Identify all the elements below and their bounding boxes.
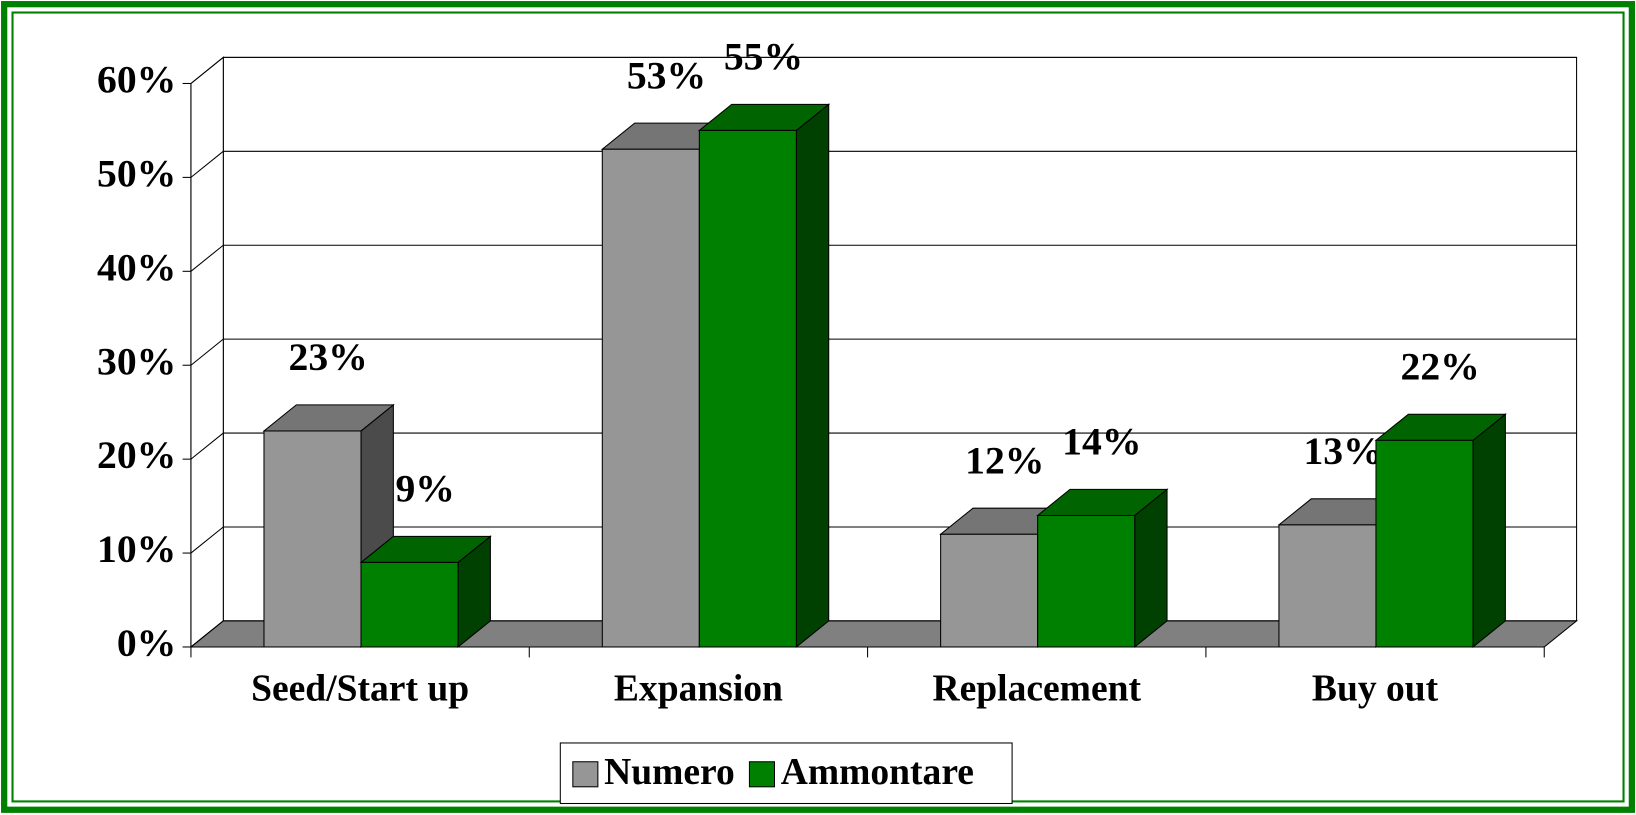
bar-front [1375, 439, 1474, 648]
bar-front [1037, 514, 1136, 648]
value-label: 12% [965, 438, 1044, 482]
bar-front [940, 533, 1039, 648]
bar [359, 535, 492, 649]
bar-side [1472, 413, 1506, 649]
legend-label: Ammontare [781, 752, 974, 793]
x-tick-label: Replacement [932, 668, 1141, 709]
bar-front [698, 129, 797, 648]
y-tick-label: 50% [97, 151, 176, 195]
bar [262, 403, 395, 649]
bar-side [795, 103, 830, 649]
value-label: 53% [627, 53, 706, 97]
bar [1036, 488, 1169, 649]
bar-front [1278, 524, 1377, 648]
x-tick-label: Expansion [614, 668, 783, 709]
x-tick-label: Buy out [1312, 668, 1439, 709]
grid-line [190, 244, 1577, 272]
y-tick-label: 0% [117, 621, 176, 665]
grid-line [190, 338, 1577, 366]
value-label: 55% [724, 35, 803, 79]
y-tick-label: 30% [97, 339, 176, 383]
value-label: 9% [395, 467, 454, 511]
y-tick-label: 20% [97, 433, 176, 477]
value-label: 13% [1303, 429, 1382, 473]
x-tick-label: Seed/Start up [251, 668, 469, 709]
grid-line [190, 432, 1577, 460]
legend-box [559, 742, 1013, 805]
legend-swatch [572, 761, 599, 788]
legend-label: Numero [604, 752, 735, 793]
bar-front [263, 430, 362, 648]
bar-front [601, 148, 700, 648]
bar [1374, 413, 1507, 649]
legend-swatch [748, 761, 775, 788]
y-tick-label: 10% [97, 527, 176, 571]
bar-side [1134, 488, 1168, 649]
bar-front [360, 561, 459, 648]
grid-line [190, 56, 1577, 84]
value-label: 22% [1401, 345, 1480, 389]
grid-line [190, 150, 1577, 178]
bar [697, 103, 831, 649]
y-tick-label: 40% [97, 245, 176, 289]
value-label: 23% [289, 335, 368, 379]
y-tick-label: 60% [97, 58, 176, 102]
value-label: 14% [1062, 420, 1141, 464]
